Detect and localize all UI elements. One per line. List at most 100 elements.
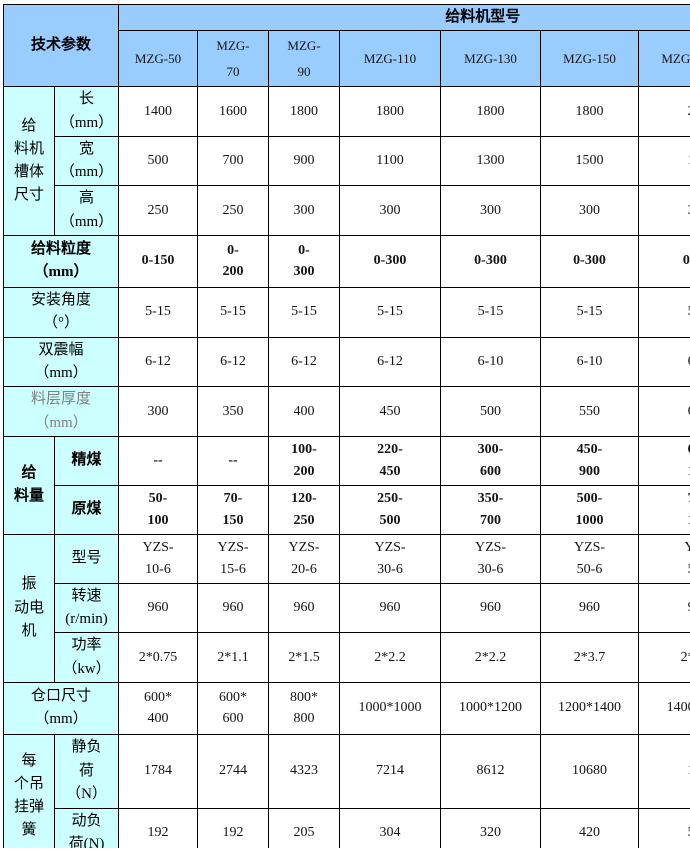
value-cell: 6-10 [440, 336, 542, 388]
value-cell: 1400 [118, 86, 199, 137]
value-cell: 5-15 [440, 286, 542, 338]
row-label-clean-coal: 精煤 [53, 435, 120, 486]
row-label-length: 长 （mm） [53, 86, 120, 137]
row-label-motor-power: 功率 （kw） [53, 632, 120, 683]
value-cell: 550 [540, 386, 640, 437]
value-cell: 250 [118, 185, 199, 236]
value-cell: 960 [268, 582, 341, 634]
value-cell: 700 [197, 135, 270, 187]
value-cell: 960 [118, 582, 199, 634]
value-cell: 450- 900 [540, 435, 640, 486]
row-label-static-load: 静负 荷 （N） [53, 733, 120, 809]
value-cell: 300 [440, 185, 542, 236]
value-cell: 50- 100 [118, 484, 199, 535]
value-cell: 0- 300 [268, 234, 341, 288]
value-cell: 0-300 [339, 234, 442, 288]
table-row: 安装角度 （°） 5-15 5-15 5-15 5-15 5-15 5-15 5 [3, 286, 690, 338]
table-row: 给 料量 精煤 -- -- 100- 200 220- 450 300- 600… [3, 435, 690, 535]
value-cell: 220- 450 [339, 435, 442, 486]
column-header-mzg-130: MZG-130 [440, 30, 542, 88]
spec-table-container: 技术参数 给料机型号 MZG-50 MZG- 70 MZG- 90 MZG-11… [3, 4, 690, 848]
table-row: MZG-50 MZG- 70 MZG- 90 MZG-110 MZG-130 M… [4, 30, 690, 88]
value-cell: 900 [268, 135, 341, 187]
column-header-mzg-150: MZG-150 [540, 30, 640, 88]
value-cell: 300 [540, 185, 640, 236]
param-title-cell: 技术参数 [3, 4, 120, 88]
value-cell: 350 [197, 386, 270, 437]
value-cell-clipped: 6 [638, 336, 690, 388]
table-row: 高 （mm） 250 250 300 300 300 300 3 [4, 185, 690, 236]
value-cell: 1800 [540, 86, 640, 137]
table-row: 每 个吊 挂弹 簧 静负 荷 （N） 1784 2744 4323 7214 8… [3, 733, 690, 848]
value-cell: 960 [440, 582, 542, 634]
value-cell: 350- 700 [440, 484, 542, 535]
value-cell: 500 [118, 135, 199, 187]
value-cell: 600* 400 [118, 681, 199, 735]
value-cell: YZS- 10-6 [118, 533, 199, 584]
value-cell-clipped: 5 [638, 286, 690, 338]
value-cell: 1784 [118, 733, 199, 809]
value-cell: 400 [268, 386, 341, 437]
row-group-feed-rate: 给 料量 [3, 435, 55, 535]
value-cell-clipped: 1400 [638, 681, 690, 735]
row-label-motor-model: 型号 [53, 533, 120, 584]
value-cell: 2*1.5 [268, 632, 341, 683]
value-cell: 120- 250 [268, 484, 341, 535]
value-cell-clipped: 1 [638, 135, 690, 187]
value-cell: 0-300 [540, 234, 640, 288]
value-cell: 10680 [540, 733, 640, 809]
value-cell-clipped: 5 [638, 807, 690, 848]
column-header-mzg-70: MZG- 70 [197, 30, 270, 88]
value-cell-clipped: 7 1 [638, 484, 690, 535]
table-row: 原煤 50- 100 70- 150 120- 250 250- 500 350… [4, 484, 690, 535]
value-cell: 800* 800 [268, 681, 341, 735]
table-row: 技术参数 给料机型号 [3, 4, 690, 88]
table-row: 转速 (r/min) 960 960 960 960 960 960 9 [4, 582, 690, 634]
value-cell: 8612 [440, 733, 542, 809]
value-cell: 600* 600 [197, 681, 270, 735]
value-cell: 320 [440, 807, 542, 848]
column-header-mzg-90: MZG- 90 [268, 30, 341, 88]
value-cell-clipped: 6 1 [638, 435, 690, 486]
value-cell: 5-15 [540, 286, 640, 338]
value-cell: 304 [339, 807, 442, 848]
value-cell-clipped: 2 [638, 86, 690, 137]
value-cell: 1800 [440, 86, 542, 137]
value-cell: YZS- 30-6 [339, 533, 442, 584]
model-group-header: 给料机型号 [118, 4, 690, 32]
value-cell: 5-15 [268, 286, 341, 338]
value-cell: 205 [268, 807, 341, 848]
value-cell: -- [118, 435, 199, 486]
value-cell: 420 [540, 807, 640, 848]
value-cell: 6-12 [118, 336, 199, 388]
value-cell: 5-15 [339, 286, 442, 338]
value-cell: 500 [440, 386, 542, 437]
value-cell: 2*0.75 [118, 632, 199, 683]
value-cell: 1100 [339, 135, 442, 187]
value-cell: 2744 [197, 733, 270, 809]
value-cell: 4323 [268, 733, 341, 809]
spec-table: 技术参数 给料机型号 MZG-50 MZG- 70 MZG- 90 MZG-11… [3, 4, 690, 848]
value-cell: 5-15 [118, 286, 199, 338]
row-label-opening-size: 仓口尺寸 （mm） [3, 681, 120, 735]
value-cell: 300- 600 [440, 435, 542, 486]
value-cell: 2*1.1 [197, 632, 270, 683]
value-cell: 0-300 [440, 234, 542, 288]
value-cell-clipped: 1 [638, 733, 690, 809]
row-label-width: 宽 （mm） [53, 135, 120, 187]
row-label-layer-thickness: 料层厚度 （mm） [3, 386, 120, 437]
value-cell: 960 [339, 582, 442, 634]
row-label-motor-speed: 转速 (r/min) [53, 582, 120, 634]
column-header-mzg-50: MZG-50 [118, 30, 199, 88]
value-cell: 70- 150 [197, 484, 270, 535]
column-header-mzg-110: MZG-110 [339, 30, 442, 88]
column-header-clipped: MZG- [638, 30, 690, 88]
value-cell: 1500 [540, 135, 640, 187]
value-cell: 100- 200 [268, 435, 341, 486]
table-row: 仓口尺寸 （mm） 600* 400 600* 600 800* 800 100… [3, 681, 690, 735]
table-row: 给 料机 槽体 尺寸 长 （mm） 1400 1600 1800 1800 18… [3, 86, 690, 236]
value-cell: 300 [339, 185, 442, 236]
row-label-height: 高 （mm） [53, 185, 120, 236]
value-cell: 960 [540, 582, 640, 634]
value-cell-clipped: 0- [638, 234, 690, 288]
